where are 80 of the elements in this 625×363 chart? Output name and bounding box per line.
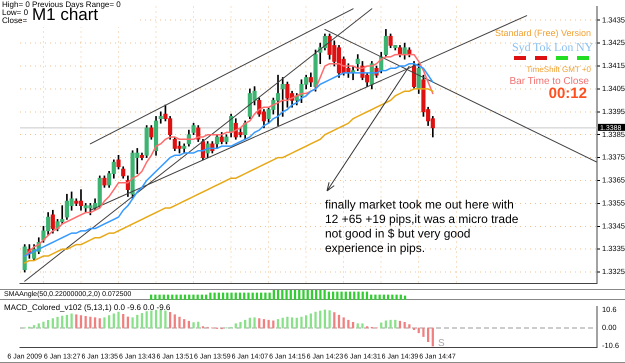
- bar: [197, 322, 200, 328]
- annotation: Tok: [533, 40, 552, 54]
- bar: [286, 316, 289, 328]
- bar: [384, 320, 388, 328]
- annotation: TimeShift GMT +0: [526, 65, 591, 75]
- bar: [267, 320, 270, 328]
- annotation: MACD_Colored_v102 (5,13,1) 0.0 -9.6 0.0 -9.6: [4, 303, 170, 313]
- bar: [272, 320, 274, 328]
- annotation: S: [438, 338, 445, 349]
- bar: [32, 325, 36, 328]
- bar: [192, 322, 195, 328]
- bar: [253, 317, 256, 328]
- annotation: Bar Time to Close: [510, 76, 589, 87]
- bar: [52, 318, 54, 328]
- bar: [47, 320, 50, 328]
- annotation: finally market took me out here with 12 +65 +19 pips,it was a micro trade not good in $ but very good experience in pips.: [325, 197, 519, 255]
- bar: [150, 310, 152, 328]
- bar: [422, 328, 425, 337]
- bar: [98, 318, 101, 328]
- bar: [404, 322, 406, 328]
- annotation: Previous Days Range= 0: [32, 0, 121, 9]
- bar: [333, 312, 336, 328]
- bar: [356, 323, 359, 328]
- bar: [432, 328, 434, 346]
- bar: [94, 317, 96, 328]
- bar: [80, 315, 82, 328]
- annotation: Low= 0: [2, 8, 28, 17]
- bar: [75, 314, 78, 328]
- annotation: NY: [576, 40, 594, 54]
- bar: [290, 317, 294, 328]
- bar: [38, 323, 40, 328]
- bar: [352, 322, 354, 328]
- bar: [296, 318, 298, 328]
- annotation: Standard (Free) Version: [494, 28, 591, 39]
- annotation: Syd: [512, 40, 531, 54]
- bar: [178, 316, 181, 328]
- bar: [412, 328, 416, 330]
- bar: [342, 317, 345, 328]
- bar: [244, 320, 246, 328]
- bar: [42, 322, 45, 328]
- bar: [108, 315, 110, 328]
- bar: [183, 319, 186, 328]
- bar: [380, 322, 382, 328]
- bar: [89, 316, 92, 328]
- bar: [160, 310, 162, 328]
- bar: [103, 317, 106, 328]
- bar: [126, 316, 130, 328]
- bar: [324, 310, 326, 328]
- bar: [408, 324, 410, 328]
- bar: [122, 314, 124, 328]
- bar: [426, 328, 430, 342]
- bar: [282, 318, 284, 328]
- bar: [84, 316, 87, 328]
- bar: [319, 310, 322, 328]
- bar: [239, 322, 242, 328]
- bar: [394, 320, 396, 328]
- annotation: 00:12: [548, 85, 587, 102]
- bar: [164, 310, 167, 328]
- bar: [310, 314, 312, 328]
- bar: [248, 318, 251, 328]
- annotation: Close=: [2, 16, 28, 26]
- bar: [131, 317, 134, 328]
- bar: [61, 316, 64, 328]
- bar: [136, 314, 138, 328]
- bar: [347, 320, 350, 328]
- annotation: Lon: [554, 40, 574, 54]
- bar: [418, 328, 420, 334]
- bar: [300, 316, 303, 328]
- bar: [262, 319, 266, 328]
- bar: [112, 314, 115, 328]
- bar: [146, 311, 148, 328]
- bar: [70, 314, 73, 328]
- bar: [276, 319, 280, 328]
- bar: [305, 315, 308, 328]
- bar: [234, 323, 237, 328]
- bar: [188, 320, 190, 328]
- annotation: High= 0: [2, 0, 30, 9]
- bar: [174, 314, 176, 328]
- bar: [140, 313, 144, 328]
- bar: [258, 318, 260, 328]
